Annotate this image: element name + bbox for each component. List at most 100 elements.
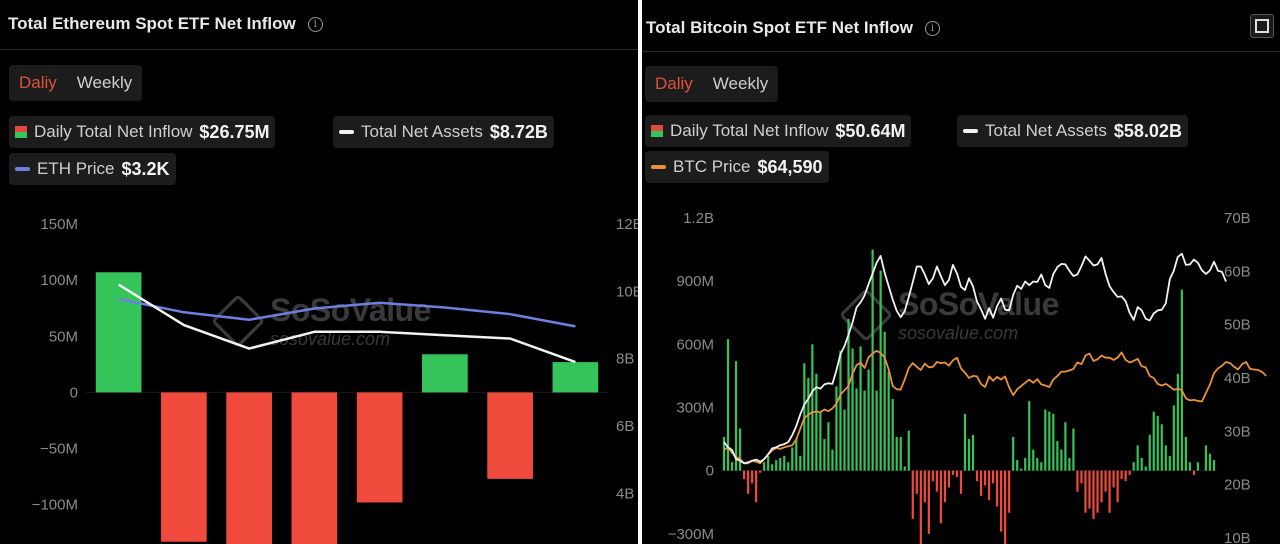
btc-panel-title: Total Bitcoin Spot ETF Net Inflow i [646,18,940,38]
left-axis-tick-label: 100M [40,272,78,289]
eth-panel-title: Total Ethereum Spot ETF Net Inflow i [8,14,323,34]
legend-btc-price[interactable]: BTC Price $64,590 [645,151,829,183]
fullscreen-icon[interactable] [1250,14,1274,38]
inflow-bar [1084,470,1087,513]
inflow-bar [1108,470,1111,513]
left-axis-tick-label: 0 [706,463,714,480]
right-axis-tick-label: 12B [616,216,638,233]
left-axis-tick-label: 300M [676,399,714,416]
legend-daily-inflow[interactable]: Daily Total Net Inflow $26.75M [9,116,276,148]
inflow-bar [1040,462,1043,471]
inflow-bar [779,458,782,471]
legend-value: $58.02B [1113,120,1182,141]
inflow-bar [891,399,894,471]
inflow-bar [1056,441,1059,471]
inflow-bar [1028,401,1031,471]
inflow-bar [1212,460,1216,471]
inflow-bar [875,390,878,471]
inflow-bar [1120,470,1123,480]
left-axis-tick-label: −300M [668,526,714,543]
line-swatch-icon [339,130,354,134]
inflow-bar [1164,445,1167,471]
legend-daily-inflow[interactable]: Daily Total Net Inflow $50.64M [645,115,912,147]
tab-daily[interactable]: Daliy [19,73,57,92]
inflow-bar [967,439,971,471]
inflow-bar [935,470,938,492]
inflow-bar [751,470,754,484]
inflow-bar [819,411,822,471]
watermark: SoSoValue sosovalue.com [210,292,431,350]
left-axis-tick-label: 600M [676,336,714,353]
inflow-bar [979,470,983,496]
inflow-bar [1168,455,1171,471]
inflow-bar [1184,436,1187,471]
inflow-bar [807,378,810,471]
inflow-bar [734,361,738,471]
inflow-bar [843,409,846,471]
inflow-bar [1020,468,1023,471]
inflow-bar [1060,449,1063,471]
inflow-bar [987,470,991,501]
inflow-bar [1072,428,1075,471]
legend-net-assets[interactable]: Total Net Assets $8.72B [333,116,554,148]
inflow-bar [1156,415,1159,471]
info-icon[interactable]: i [924,20,940,36]
info-icon[interactable]: i [307,16,323,32]
tab-weekly[interactable]: Weekly [712,74,769,93]
inflow-bar [827,422,830,471]
inflow-bar [161,392,207,542]
inflow-bar [738,428,742,471]
right-axis-tick-label: 10B [1224,530,1251,544]
inflow-bar [1008,470,1011,513]
inflow-bar [943,470,947,503]
inflow-bar [1064,422,1067,471]
inflow-bar [1044,409,1047,471]
right-axis-tick-label: 70B [1224,210,1251,227]
right-axis-tick-label: 6B [616,418,634,435]
inflow-bar [867,369,870,471]
inflow-bar [1024,458,1027,471]
left-axis-tick-label: −100M [32,497,78,514]
inflow-bar [356,392,403,503]
inflow-bar [1180,289,1183,471]
inflow-bar [791,447,794,471]
inflow-bar [851,348,854,471]
tab-weekly[interactable]: Weekly [76,73,133,92]
left-axis-tick-label: 50M [49,328,78,345]
inflow-bar [883,331,886,471]
inflow-bar [422,354,468,393]
watermark-url: sosovalue.com [270,329,391,349]
net-assets-line [117,283,576,364]
inflow-bar [1128,470,1131,475]
bar-swatch-icon [15,126,27,138]
legend-net-assets[interactable]: Total Net Assets $58.02B [957,115,1188,147]
legend-value: $26.75M [199,121,270,142]
inflow-bar [1000,470,1003,532]
inflow-bar [1052,413,1055,471]
legend-value: $8.72B [489,121,548,142]
inflow-bar [1204,445,1208,471]
inflow-bar [730,462,734,471]
inflow-bar [939,470,942,524]
legend-label: Total Net Assets [985,121,1107,140]
inflow-bar [291,392,338,544]
line-swatch-icon [15,167,30,171]
inflow-bar [1124,470,1127,482]
inflow-bar [1112,470,1115,488]
eth-title-text: Total Ethereum Spot ETF Net Inflow [8,14,296,33]
inflow-bar [722,436,726,471]
inflow-bar [1176,373,1179,471]
inflow-bar [887,371,890,471]
left-axis-tick-label: 1.2B [683,210,714,227]
inflow-bar [1004,470,1007,544]
inflow-bar [775,460,778,471]
tab-daily[interactable]: Daliy [655,74,693,93]
inflow-bar [996,470,999,507]
inflow-bar [823,439,826,471]
inflow-bar [1088,470,1091,509]
left-axis-tick-label: 150M [40,216,78,233]
btc-etf-panel: Total Bitcoin Spot ETF Net Inflow i Dali… [642,0,1280,544]
inflow-bar [1136,445,1139,471]
legend-eth-price[interactable]: ETH Price $3.2K [9,153,176,185]
right-axis-tick-label: 4B [616,485,634,502]
